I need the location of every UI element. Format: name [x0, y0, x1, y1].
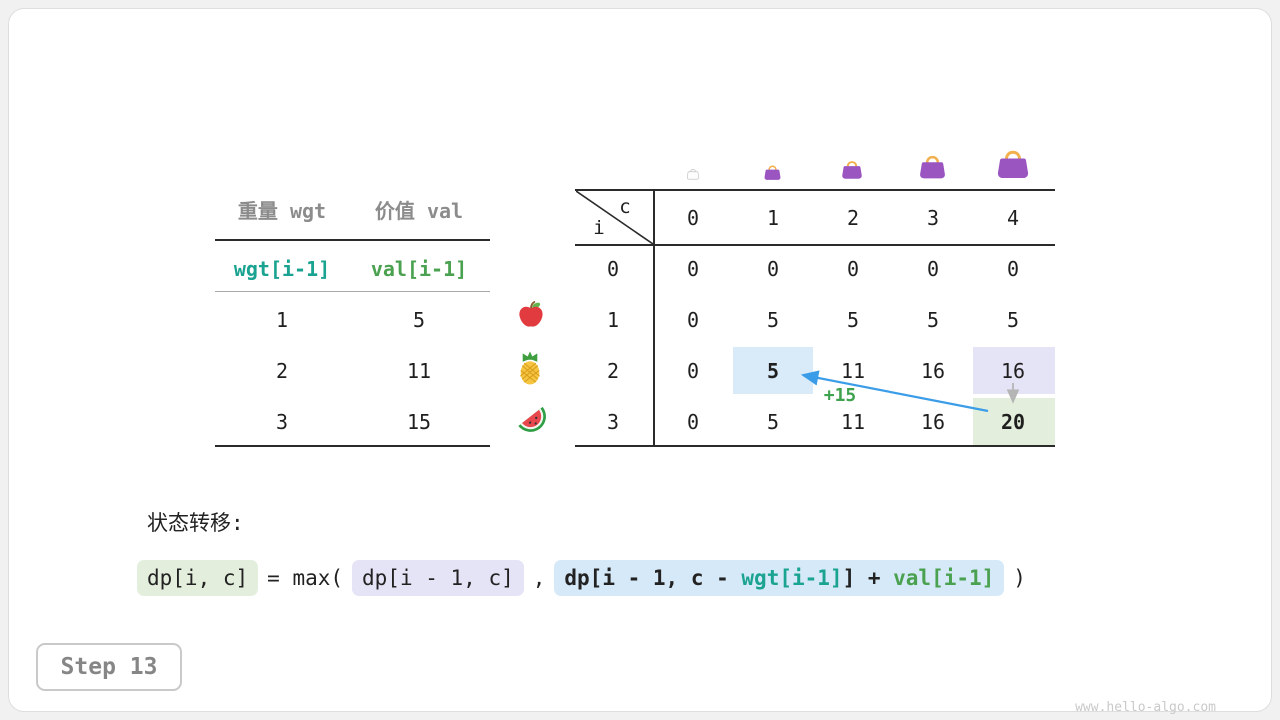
highlight-above-cell	[973, 347, 1055, 394]
dp-row-label-1: 1	[606, 308, 620, 332]
dp-cell-1-0: 0	[686, 308, 700, 332]
corner-col-var: c	[619, 196, 631, 218]
dp-table-bottom-rule	[575, 445, 1055, 447]
formula-option2: dp[i - 1, c - wgt[i-1]] + val[i-1]	[554, 560, 1005, 596]
step-badge: Step 13	[36, 643, 182, 691]
item-wgt-3: 3	[275, 410, 289, 434]
item-table-header-val: 价值 val	[374, 199, 464, 223]
dp-cell-0-3: 0	[926, 257, 940, 281]
item-wgt-1: 1	[275, 308, 289, 332]
dp-row-label-3: 3	[606, 410, 620, 434]
formula-option2-val: val[i-1]	[893, 566, 995, 590]
corner-diagonal	[576, 191, 653, 244]
item-table-header-wgt: 重量 wgt	[237, 199, 327, 223]
dp-cell-1-2: 5	[846, 308, 860, 332]
dp-row-label-2: 2	[606, 359, 620, 383]
formula-separator: ,	[532, 566, 546, 590]
dp-col-header-2: 2	[846, 206, 860, 230]
dp-table-top-rule	[575, 189, 1055, 191]
transition-arrows	[800, 370, 1020, 413]
dp-cell-3-4: 20	[1000, 410, 1026, 434]
dp-col-header-1: 1	[766, 206, 780, 230]
formula-option2-wgt: wgt[i-1]	[741, 566, 843, 590]
item-table-var-wgt: wgt[i-1]	[233, 257, 331, 281]
transition-formula: dp[i, c] = max( dp[i - 1, c] , dp[i - 1,…	[137, 560, 1026, 596]
step-label: Step 13	[60, 654, 158, 680]
dp-cell-2-3: 16	[920, 359, 946, 383]
dp-cell-1-1: 5	[766, 308, 780, 332]
section-label: 状态转移:	[147, 511, 244, 535]
highlight-current-cell	[973, 398, 1055, 445]
bag-icon-3	[917, 152, 948, 180]
dp-col-header-0: 0	[686, 206, 700, 230]
item-table-header-rule	[215, 239, 490, 241]
dp-col-header-4: 4	[1006, 206, 1020, 230]
bag-icon-2	[840, 158, 864, 180]
dp-cell-0-1: 0	[766, 257, 780, 281]
item-wgt-2: 2	[275, 359, 289, 383]
dp-cell-2-4: 16	[1000, 359, 1026, 383]
dp-cell-0-0: 0	[686, 257, 700, 281]
formula-close-paren: )	[1013, 566, 1026, 590]
dp-cell-3-3: 16	[920, 410, 946, 434]
watermelon-icon	[513, 403, 548, 434]
formula-option1: dp[i - 1, c]	[352, 560, 524, 596]
watermark: www.hello-algo.com	[1075, 700, 1216, 715]
item-table-var-rule	[215, 291, 490, 292]
dp-cell-2-0: 0	[686, 359, 700, 383]
dp-table-label-divider	[653, 189, 655, 447]
dp-cell-0-2: 0	[846, 257, 860, 281]
formula-option2-prefix: dp[i - 1, c -	[564, 566, 742, 590]
item-val-2: 11	[406, 359, 432, 383]
dp-cell-2-1: 5	[766, 359, 780, 383]
dp-cell-3-2: 11	[840, 410, 866, 434]
apple-icon	[516, 299, 546, 329]
item-val-3: 15	[406, 410, 432, 434]
dp-col-header-3: 3	[926, 206, 940, 230]
bag-icon-4	[994, 146, 1032, 180]
highlight-source-cell	[733, 347, 813, 394]
dp-cell-1-3: 5	[926, 308, 940, 332]
bag-icon-empty	[686, 167, 700, 180]
corner-row-var: i	[593, 217, 605, 239]
plus-value-annotation: +15	[823, 385, 857, 406]
source-arrow	[800, 370, 989, 413]
dp-cell-3-0: 0	[686, 410, 700, 434]
dp-cell-2-2: 11	[840, 359, 866, 383]
formula-option2-mid: ] +	[842, 566, 894, 590]
item-table-var-val: val[i-1]	[370, 257, 468, 281]
dp-cell-1-4: 5	[1006, 308, 1020, 332]
formula-lhs: dp[i, c]	[137, 560, 259, 596]
dp-row-label-0: 0	[606, 257, 620, 281]
bag-icon-1	[763, 163, 782, 181]
dp-cell-3-1: 5	[766, 410, 780, 434]
dp-cell-0-4: 0	[1006, 257, 1020, 281]
item-table-bottom-rule	[215, 445, 490, 447]
formula-operator: = max(	[267, 566, 344, 590]
dp-table-header-rule	[575, 244, 1055, 246]
pineapple-icon	[514, 351, 546, 386]
item-val-1: 5	[412, 308, 426, 332]
